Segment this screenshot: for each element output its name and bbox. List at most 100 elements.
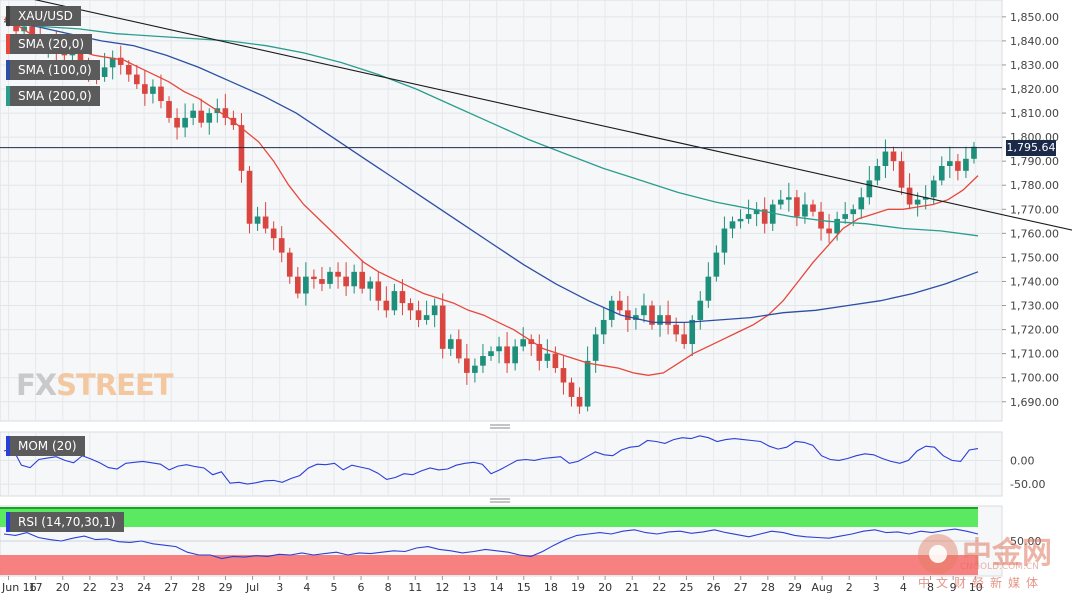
rsi-series [3, 528, 979, 560]
x-tick-label: 26 [707, 581, 721, 594]
x-tick-label: 27 [734, 581, 748, 594]
candle-body [134, 74, 140, 85]
sma200-label[interactable]: SMA (200,0) [6, 86, 100, 106]
candle-body [190, 110, 196, 118]
candle-body [794, 197, 800, 217]
candle-body [166, 101, 172, 118]
sma100-label[interactable]: SMA (100,0) [6, 60, 100, 80]
rsi-bands [0, 507, 978, 575]
x-tick-label: Aug [811, 581, 832, 594]
candle-body [472, 365, 478, 373]
candle-body [955, 161, 961, 171]
candle-body [842, 214, 848, 219]
candle-body [576, 396, 583, 407]
sma20-label[interactable]: SMA (20,0) [6, 34, 93, 54]
x-tick-label: 9 [950, 581, 957, 594]
candle-body [222, 108, 229, 118]
candle-body [496, 346, 502, 352]
candle-body [544, 353, 551, 361]
y-tick-label: 1,720.00 [1010, 324, 1059, 337]
rsi-label[interactable]: RSI (14,70,30,1) [6, 512, 124, 532]
candle-body [303, 276, 309, 294]
candle-body [914, 199, 921, 205]
x-tick-label: 22 [652, 581, 666, 594]
candle-body [383, 300, 390, 311]
panel-resize-handles[interactable] [490, 424, 510, 503]
candle-body [568, 382, 575, 397]
candle-body [278, 238, 285, 253]
candle-body [882, 151, 889, 166]
candle-body [665, 315, 671, 325]
cngold-watermark-url: CNGOLD.COM.CN [960, 562, 1039, 572]
x-tick-label: 12 [435, 581, 449, 594]
y-tick-label: 1,840.00 [1010, 35, 1059, 48]
candle-body [407, 303, 414, 311]
trendline-segment [33, 0, 1072, 231]
candle-body [866, 180, 873, 198]
candle-body [673, 324, 679, 335]
x-tick-label: 24 [137, 581, 151, 594]
candle-body [689, 319, 696, 345]
sma100-label-text: SMA (100,0) [18, 63, 92, 77]
x-tick-label: 18 [544, 581, 558, 594]
candle-body [721, 228, 728, 253]
candle-body [319, 279, 325, 284]
y-tick-label: 1,790.00 [1010, 155, 1059, 168]
x-tick-label: 19 [571, 581, 585, 594]
mom-tick-label: 0.00 [1010, 454, 1035, 467]
x-tick-label: 3 [873, 581, 880, 594]
y-axis: 1,850.00 1,840.00 1,830.00 1,820.00 1,810.00… [1002, 11, 1059, 548]
candle-body [158, 86, 164, 102]
x-tick-label: 8 [927, 581, 934, 594]
candle-body [343, 276, 349, 287]
x-tick-label: 22 [83, 581, 97, 594]
x-tick-label: 21 [625, 581, 639, 594]
candle-body [311, 276, 317, 280]
candle-body [769, 204, 776, 224]
candle-body [874, 165, 881, 181]
candle-body [367, 281, 374, 289]
x-tick-label: 25 [679, 581, 693, 594]
candle-body [439, 305, 446, 349]
candle-body [616, 300, 623, 311]
symbol-label[interactable]: XAU/USD [6, 6, 81, 26]
candle-body [761, 209, 768, 224]
candle-body [930, 180, 937, 198]
candle-body [206, 113, 213, 123]
sma100-line [3, 21, 979, 324]
candle-body [737, 218, 744, 222]
candle-body [150, 86, 156, 94]
y-tick-label: 1,850.00 [1010, 11, 1059, 24]
sma200-line [3, 21, 979, 237]
candle-body [254, 216, 261, 224]
candle-body [625, 310, 631, 320]
candle-body [906, 187, 913, 205]
y-tick-label: 1,820.00 [1010, 83, 1059, 96]
candle-body [520, 339, 527, 347]
candle-body [447, 339, 454, 349]
candle-body [327, 271, 333, 284]
candle-body [415, 310, 422, 320]
y-tick-label: 1,770.00 [1010, 203, 1059, 216]
sma20-label-text: SMA (20,0) [18, 37, 85, 51]
x-tick-label: 20 [56, 581, 70, 594]
candle-body [488, 351, 494, 357]
x-tick-label: 13 [463, 581, 477, 594]
candle-body [898, 161, 905, 188]
x-tick-label: 4 [900, 581, 907, 594]
mom-label[interactable]: MOM (20) [6, 436, 85, 456]
x-tick-label: 17 [29, 581, 43, 594]
candle-body [753, 209, 760, 215]
candle-body [101, 67, 108, 77]
mom-series [3, 435, 979, 485]
x-tick-label: 5 [330, 581, 337, 594]
candle-body [77, 48, 84, 63]
rsi-label-text: RSI (14,70,30,1) [18, 515, 116, 529]
cngold-watermark: 中金网 [962, 536, 1052, 571]
candle-body [464, 358, 470, 373]
candle-body [802, 204, 808, 217]
candle-body [431, 305, 438, 316]
candle-body [262, 216, 269, 229]
